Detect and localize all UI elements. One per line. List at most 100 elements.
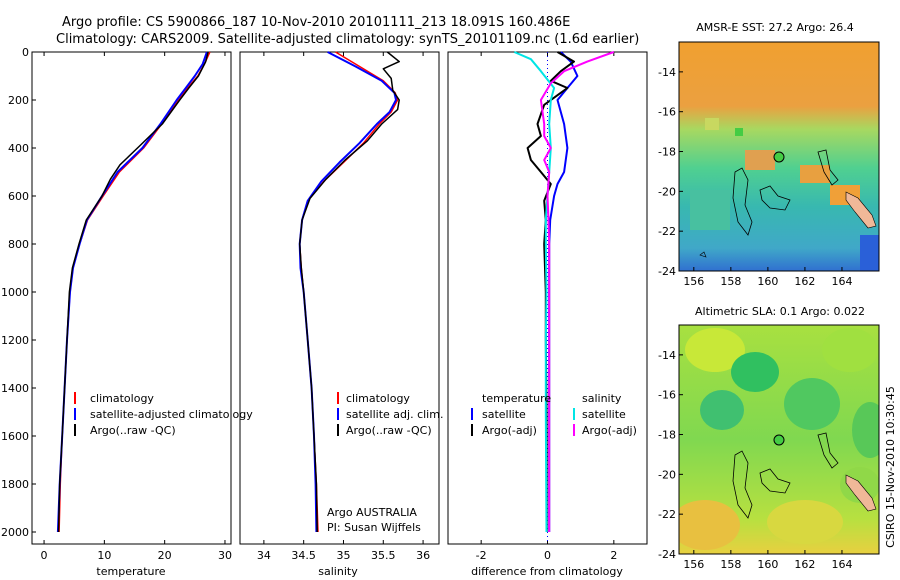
sla-field-blob — [852, 402, 879, 458]
sla-field-blob — [822, 328, 878, 372]
sst-map-frame — [678, 41, 880, 272]
difference-panel: -2 0 2 difference from climatology tempera… — [447, 51, 648, 578]
lon-tick-label: 164 — [831, 558, 852, 571]
lon-tick-label: 158 — [720, 275, 741, 288]
coastline-contour — [699, 251, 707, 258]
legend-label-argo: Argo(..raw -QC) — [90, 424, 176, 437]
x-tick-label: -2 — [476, 549, 487, 562]
lon-tick-label: 156 — [683, 558, 704, 571]
lat-tick-label: -24 — [658, 265, 676, 278]
lon-tick-label: 160 — [757, 558, 778, 571]
lat-tick-label: -18 — [658, 146, 676, 159]
legend-label-satellite-adjusted: satellite-adjusted climatology — [90, 408, 253, 421]
new-caledonia-land — [845, 191, 877, 229]
y-tick-label: 1000 — [1, 286, 29, 299]
y-tick-label: 0 — [22, 46, 29, 59]
lon-tick-label: 162 — [794, 275, 815, 288]
salinity-legend: climatology satellite adj. clim. Argo(..… — [337, 392, 443, 437]
new-caledonia-land — [845, 474, 877, 512]
y-tick-label: 200 — [8, 94, 29, 107]
sst-map-title: AMSR-E SST: 27.2 Argo: 26.4 — [696, 21, 854, 34]
sla-field-blob — [767, 500, 843, 544]
difference-xlabel: difference from climatology — [471, 565, 623, 578]
lon-tick-label: 162 — [794, 558, 815, 571]
legend-heading-salinity: salinity — [582, 392, 622, 405]
lon-tick-label: 158 — [720, 558, 741, 571]
legend-label-climatology: climatology — [346, 392, 410, 405]
x-tick-label: 0 — [544, 549, 551, 562]
x-tick-label: 35 — [336, 549, 350, 562]
sst-field-cell — [800, 165, 830, 183]
salinity-x-axis: 34 34.5 35 35.5 36 — [257, 52, 430, 562]
lat-tick-label: -24 — [658, 548, 676, 561]
sst-field-cell — [745, 150, 775, 170]
temperature-x-axis: 0 10 20 30 — [41, 52, 232, 562]
sst-longitude-axis: 156 158 160 162 164 — [683, 267, 852, 288]
lat-tick-label: -18 — [658, 429, 676, 442]
salinity-series — [298, 51, 400, 533]
sla-map-panel: Altimetric SLA: 0.1 Argo: 0.022 156 158 16… — [658, 305, 880, 571]
legend-label-argo: Argo(..raw -QC) — [346, 424, 432, 437]
series-line-satellite-adjusted-climatology — [56, 51, 208, 533]
header-line-1: Argo profile: CS 5900866_187 10-Nov-2010… — [62, 15, 570, 30]
coastline-contour — [817, 432, 839, 469]
coastline-contour — [732, 167, 753, 236]
lat-tick-label: -22 — [658, 225, 676, 238]
coastline-contour — [759, 185, 791, 211]
sla-map-frame — [678, 324, 880, 555]
argo-float-marker — [773, 151, 785, 163]
sla-map-title: Altimetric SLA: 0.1 Argo: 0.022 — [695, 305, 865, 318]
annotation-pi: PI: Susan Wijffels — [327, 521, 421, 534]
annotation-argo-australia: Argo AUSTRALIA — [327, 506, 417, 519]
x-tick-label: 35.5 — [371, 549, 396, 562]
series-line-climatology — [58, 51, 211, 533]
sst-latitude-axis: -14 -16 -18 -20 -22 -24 — [658, 66, 683, 278]
lat-tick-label: -20 — [658, 185, 676, 198]
legend-label-sal-satellite: satellite — [582, 408, 626, 421]
sst-field-cell — [690, 190, 730, 230]
coastline-contour — [732, 450, 753, 519]
lat-tick-label: -14 — [658, 349, 676, 362]
sla-field-blob — [685, 328, 745, 372]
lon-tick-label: 164 — [831, 275, 852, 288]
salinity-panel: 34 34.5 35 35.5 36 salinity climatology sate… — [239, 51, 443, 578]
x-tick-label: 34 — [257, 549, 271, 562]
legend-label-climatology: climatology — [90, 392, 154, 405]
depth-axis: 0 200 400 600 800 1000 1200 1400 1600 1800 2000 — [1, 46, 36, 539]
legend-label-satellite-adj: satellite adj. clim. — [346, 408, 443, 421]
lon-tick-label: 156 — [683, 275, 704, 288]
coastline-contour — [759, 468, 791, 494]
x-tick-label: 30 — [218, 549, 232, 562]
salinity-xlabel: salinity — [318, 565, 358, 578]
series-line-satellite-temperature — [548, 51, 579, 532]
sst-field-cell — [860, 235, 879, 271]
sla-field-blob — [700, 390, 744, 430]
difference-series — [513, 51, 615, 533]
lon-tick-label: 160 — [757, 275, 778, 288]
salinity-plot-frame — [239, 51, 440, 545]
x-tick-label: 36 — [416, 549, 430, 562]
sla-latitude-axis: -14 -16 -18 -20 -22 -24 — [658, 349, 683, 561]
temperature-legend: climatology satellite-adjusted climatolo… — [74, 392, 253, 437]
series-line-satellite-salinity — [513, 51, 556, 533]
x-tick-label: 20 — [158, 549, 172, 562]
y-tick-label: 2000 — [1, 526, 29, 539]
legend-label-temp-argo: Argo(-adj) — [482, 424, 537, 437]
y-tick-label: 600 — [8, 190, 29, 203]
lat-tick-label: -22 — [658, 508, 676, 521]
sst-map-panel: AMSR-E SST: 27.2 Argo: 26.4 156 158 160 162… — [658, 21, 880, 288]
y-tick-label: 400 — [8, 142, 29, 155]
legend-label-temp-satellite: satellite — [482, 408, 526, 421]
legend-heading-temperature: temperature — [482, 392, 551, 405]
x-tick-label: 34.5 — [291, 549, 316, 562]
temperature-series — [56, 51, 211, 533]
x-tick-label: 2 — [610, 549, 617, 562]
sla-field — [679, 325, 879, 554]
sla-field-blob — [731, 352, 779, 392]
lat-tick-label: -14 — [658, 66, 676, 79]
legend-label-sal-argo: Argo(-adj) — [582, 424, 637, 437]
temperature-plot-frame — [31, 51, 232, 545]
difference-legend-salinity: salinity satellite Argo(-adj) — [573, 392, 637, 437]
lat-tick-label: -16 — [658, 389, 676, 402]
